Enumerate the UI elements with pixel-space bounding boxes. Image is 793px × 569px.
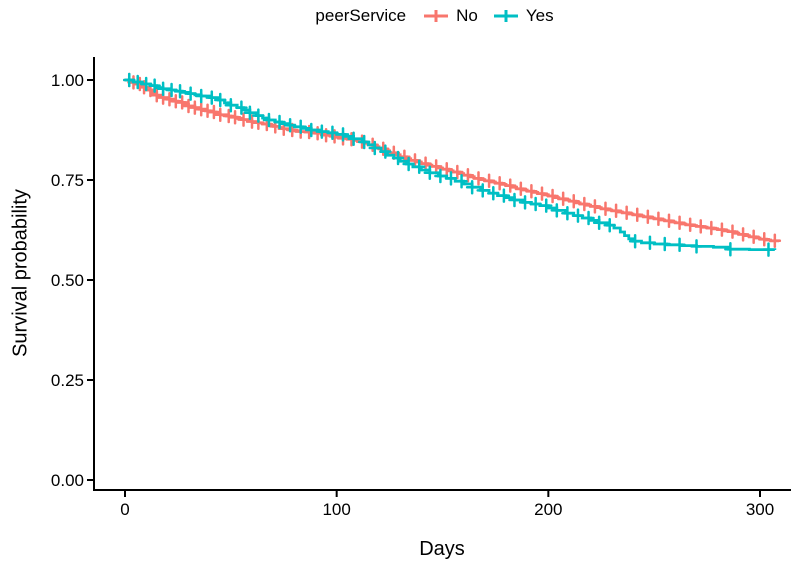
x-tick-label-100: 100 [322, 500, 351, 519]
censor-plus-icon [424, 10, 449, 22]
legend-item-yes: Yes [492, 6, 554, 26]
legend-item-label-yes: Yes [525, 6, 554, 25]
y-tick-label-050: 0.50 [50, 271, 84, 290]
legend-title: peerService [315, 6, 407, 25]
x-tick-label-200: 200 [534, 500, 563, 519]
y-axis-title: Survival probability [9, 189, 32, 357]
y-tick-label-000: 0.00 [50, 471, 84, 490]
y-tick-label-025: 0.25 [50, 371, 84, 390]
x-tick-label-0: 0 [120, 500, 130, 519]
y-tick-label-100: 1.00 [50, 71, 84, 90]
legend: peerService No Yes [0, 2, 793, 30]
x-tick-label-300: 300 [745, 500, 775, 519]
legend-item-label-no: No [456, 6, 478, 25]
legend-item-no: No [422, 6, 478, 26]
x-axis-title: Days [419, 538, 465, 560]
censor-plus-icon [493, 10, 518, 22]
y-tick-label-075: 0.75 [50, 171, 84, 190]
